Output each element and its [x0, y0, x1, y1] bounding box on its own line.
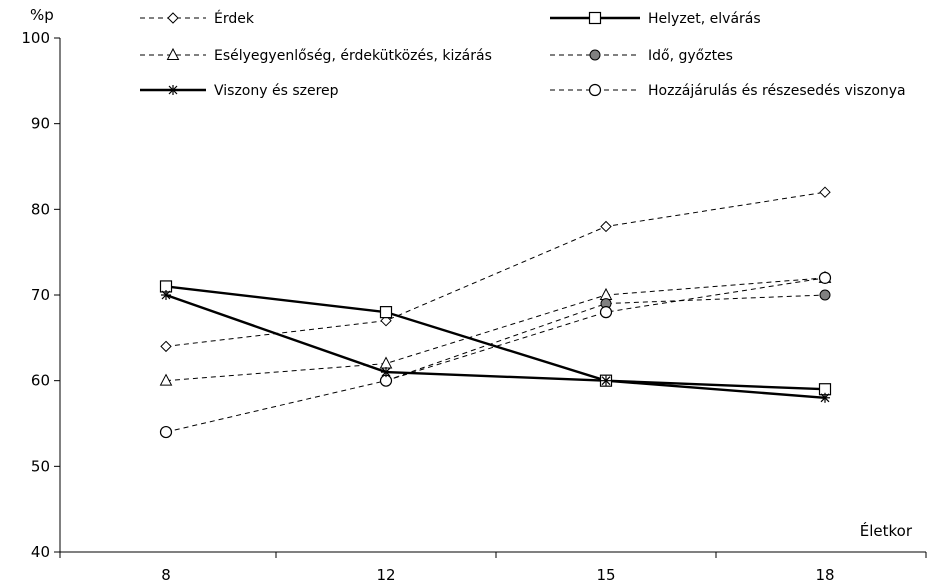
data-point-s1-15	[600, 220, 612, 233]
data-point-s5-15	[601, 375, 611, 386]
series-line-4	[385, 294, 826, 382]
y-tick-label: 80	[31, 200, 50, 218]
legend-label-4: Idő, győztes	[648, 48, 733, 64]
y-tick-label: 40	[31, 543, 50, 561]
data-point-s5-18	[820, 392, 830, 403]
data-point-s2-12	[379, 306, 393, 319]
x-tick-label: 15	[596, 566, 615, 584]
legend-marker-5	[168, 85, 178, 95]
x-tick-label: 12	[376, 566, 395, 584]
data-point-s3-8	[159, 373, 173, 386]
legend-label-5: Viszony és szerep	[214, 83, 339, 99]
legend-marker-4	[589, 49, 601, 61]
series-line-1	[165, 191, 826, 347]
series-line-5	[165, 293, 826, 399]
series-line-3	[165, 277, 826, 382]
data-point-s3-12	[379, 356, 393, 369]
legend-label-3: Esélyegyenlőség, érdekütközés, kizárás	[214, 48, 492, 64]
legend-label-6: Hozzájárulás és részesedés viszonya	[648, 83, 906, 99]
x-tick-label: 18	[815, 566, 834, 584]
series-line-6	[165, 277, 826, 433]
data-point-s5-8	[161, 290, 171, 300]
y-tick-label: 60	[31, 372, 50, 390]
y-tick-label: 100	[21, 29, 50, 47]
series-line-2	[165, 285, 826, 391]
data-point-s6-8	[159, 425, 173, 439]
y-tick-label: 50	[31, 457, 50, 475]
x-tick-label: 8	[161, 566, 171, 584]
data-point-s1-8	[160, 340, 172, 353]
y-tick-label: 90	[31, 115, 50, 133]
legend-label-1: Érdek	[214, 10, 255, 27]
y-axis-label: %p	[30, 6, 54, 24]
data-point-s6-15	[599, 306, 613, 319]
legend-marker-1	[167, 12, 179, 24]
legend-marker-2	[588, 11, 602, 25]
x-axis-label: Életkor	[860, 521, 913, 540]
data-point-s5-12	[381, 367, 391, 378]
data-point-s1-18	[819, 186, 831, 198]
data-point-s4-18	[819, 289, 831, 301]
legend-marker-3	[166, 47, 180, 60]
legend-marker-6	[588, 83, 602, 97]
data-point-s6-18	[818, 271, 832, 284]
legend-label-2: Helyzet, elvárás	[648, 11, 761, 27]
y-tick-label: 70	[31, 286, 50, 304]
